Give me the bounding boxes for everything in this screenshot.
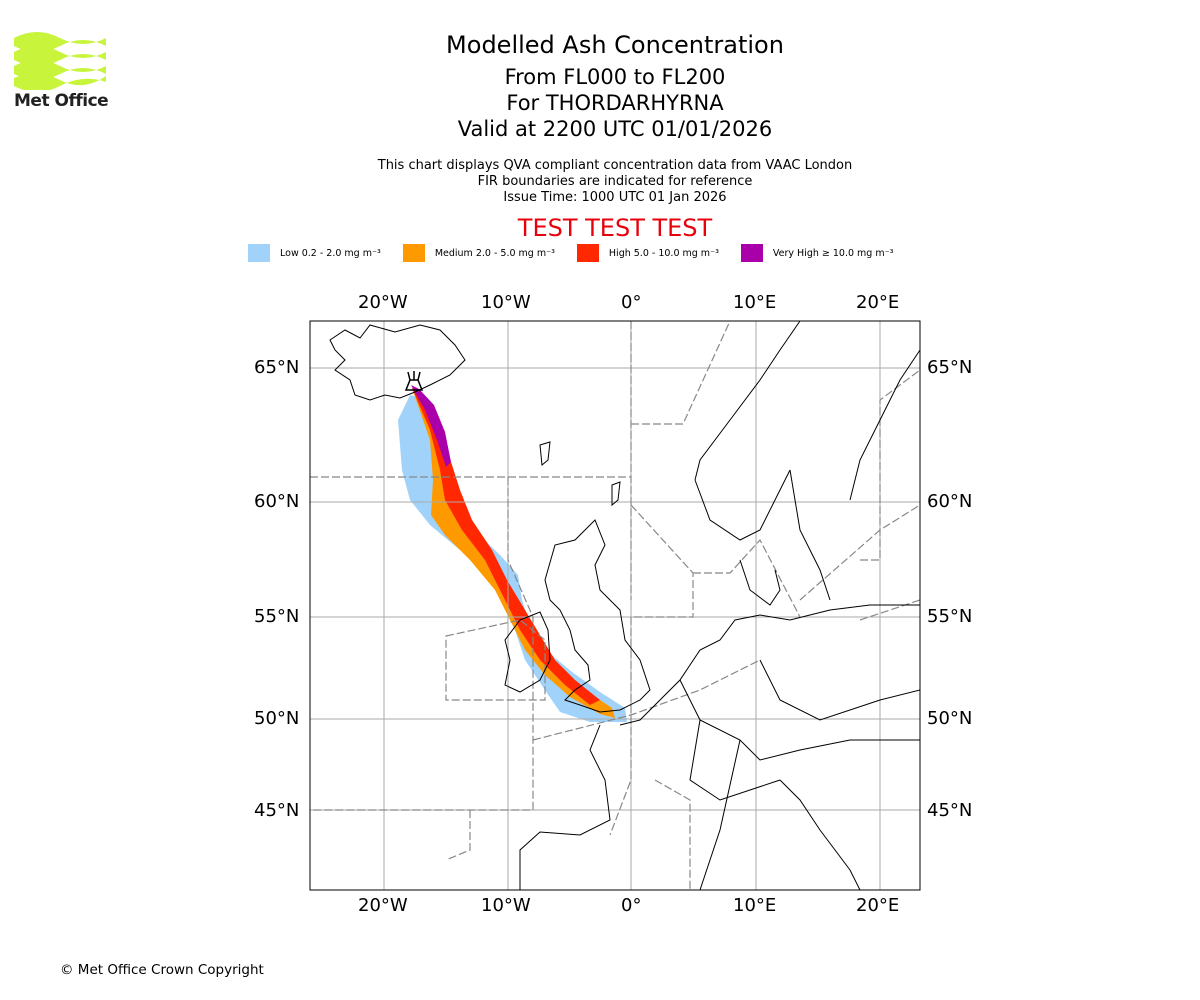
desc-line-2: FIR boundaries are indicated for referen… <box>477 174 753 189</box>
swatch-medium <box>402 244 425 262</box>
fir-boundaries <box>310 321 920 890</box>
legend-item-medium: Medium 2.0 - 5.0 mg m⁻³ <box>402 244 555 262</box>
sweden-coast <box>789 349 920 601</box>
legend-label: Low 0.2 - 2.0 mg m⁻³ <box>280 247 381 259</box>
lat-tick: 45°N <box>254 800 300 821</box>
country-borders <box>679 659 920 890</box>
lon-tick: 10°W <box>481 292 531 313</box>
issue-time: Issue Time: 1000 UTC 01 Jan 2026 <box>503 190 727 205</box>
swatch-low <box>248 244 270 262</box>
legend-item-very-high: Very High ≥ 10.0 mg m⁻³ <box>740 244 894 262</box>
lat-tick: 55°N <box>927 606 973 627</box>
desc-line-1: This chart displays QVA compliant concen… <box>377 158 853 173</box>
lon-tick: 0° <box>621 292 642 313</box>
volcano-name: For THORDARHYRNA <box>506 91 724 115</box>
lat-tick: 65°N <box>254 357 300 378</box>
valid-time: Valid at 2200 UTC 01/01/2026 <box>457 117 773 141</box>
lat-tick: 45°N <box>927 800 973 821</box>
shetland-coast <box>611 481 621 507</box>
lon-tick: 20°E <box>856 895 900 916</box>
legend-item-high: High 5.0 - 10.0 mg m⁻³ <box>576 244 719 262</box>
norway-coast <box>694 321 801 541</box>
italy-coast <box>779 779 861 890</box>
lat-tick: 60°N <box>927 491 973 512</box>
legend-label: Medium 2.0 - 5.0 mg m⁻³ <box>434 247 555 259</box>
lon-tick: 10°W <box>481 895 531 916</box>
lat-tick: 55°N <box>254 606 300 627</box>
ash-low-area <box>398 395 627 722</box>
waves-icon <box>14 32 106 92</box>
lat-tick: 60°N <box>254 491 300 512</box>
lon-tick: 20°W <box>358 292 408 313</box>
lon-tick: 10°E <box>733 292 777 313</box>
title-block: From FL000 to FL200 For THORDARHYRNA Val… <box>0 64 1200 142</box>
test-banner: TEST TEST TEST <box>517 214 713 242</box>
lon-tick: 0° <box>621 895 642 916</box>
lat-tick: 50°N <box>927 708 973 729</box>
lon-tick: 20°E <box>856 292 900 313</box>
iceland-coast <box>329 324 466 401</box>
faroe-coast <box>539 441 551 466</box>
flight-levels: From FL000 to FL200 <box>504 65 726 89</box>
description: This chart displays QVA compliant concen… <box>0 158 1200 206</box>
copyright: © Met Office Crown Copyright <box>60 962 264 978</box>
lon-tick: 10°E <box>733 895 777 916</box>
scotland-coast <box>544 519 651 713</box>
lat-tick: 50°N <box>254 708 300 729</box>
denmark-coast <box>739 559 781 606</box>
france-spain-coast <box>519 724 611 890</box>
legend: Low 0.2 - 2.0 mg m⁻³ Medium 2.0 - 5.0 mg… <box>248 244 915 262</box>
volcano-icon <box>404 371 424 391</box>
chart-title: Modelled Ash Concentration <box>446 31 784 59</box>
legend-label: Very High ≥ 10.0 mg m⁻³ <box>772 247 894 259</box>
legend-label: High 5.0 - 10.0 mg m⁻³ <box>608 247 719 259</box>
swatch-very-high <box>740 244 763 262</box>
logo-text: Met Office <box>14 91 109 111</box>
coastlines <box>329 321 920 890</box>
met-office-logo <box>14 30 106 94</box>
ireland-coast <box>504 611 551 693</box>
swatch-high <box>576 244 599 262</box>
ash-very-high-area <box>411 385 451 467</box>
map-frame <box>309 320 921 891</box>
lat-tick: 65°N <box>927 357 973 378</box>
lon-tick: 20°W <box>358 895 408 916</box>
legend-item-low: Low 0.2 - 2.0 mg m⁻³ <box>248 244 381 262</box>
europe-coast <box>619 604 920 726</box>
